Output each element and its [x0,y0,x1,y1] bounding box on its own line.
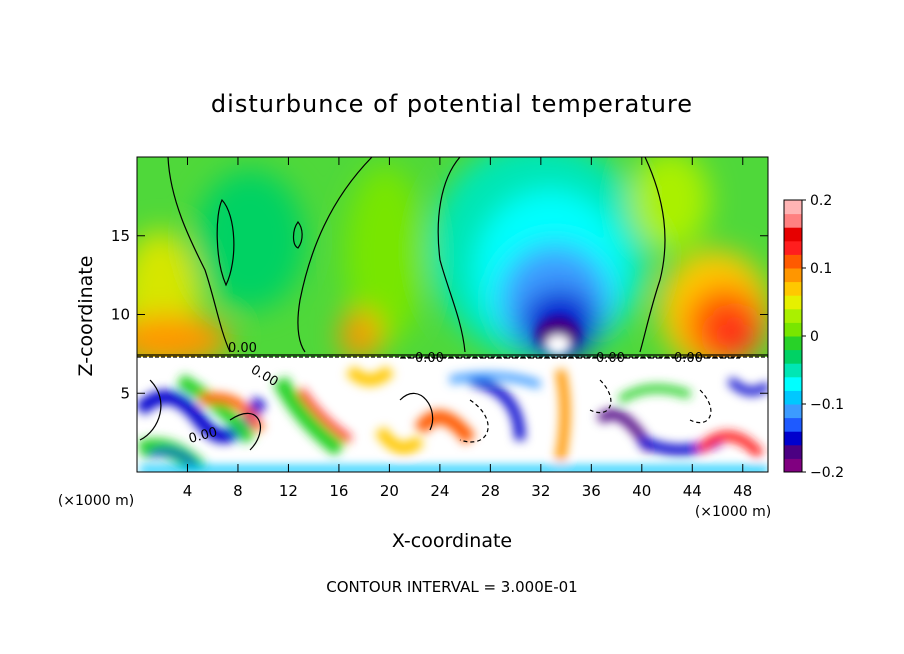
x-tick-label: 40 [632,482,651,500]
x-tick-label: 48 [733,482,752,500]
colorbar: 0.2 0.1 0 −0.1 −0.2 [783,193,844,481]
lower-structures [137,365,768,472]
colorbar-swatch [784,308,802,323]
colorbar-tick-label: 0.1 [810,261,832,277]
y-tick-label: 15 [111,227,130,245]
x-tick-label: 36 [582,482,601,500]
y-axis-label: Z-coordinate [75,256,97,377]
colorbar-swatch [784,254,802,269]
x-tick-label: 28 [481,482,500,500]
colorbar-swatch [784,268,802,283]
colorbar-swatch [784,404,802,419]
colorbar-swatch [784,431,802,446]
colorbar-swatch [784,240,802,255]
colorbar-swatch [784,295,802,310]
x-tick-label: 20 [380,482,399,500]
colorbar-tick-label: 0.2 [810,193,832,209]
colorbar-swatch [784,363,802,378]
x-tick-label: 16 [329,482,348,500]
x-tick-label: 32 [531,482,550,500]
x-tick-label: 8 [233,482,243,500]
upper-core [536,317,580,355]
contour-label: 0.00 [187,425,219,447]
y-tick-label: 10 [111,306,130,324]
contour-label: 0.00 [674,351,703,366]
colorbar-swatch [784,458,802,473]
colorbar-tick-label: 0 [810,329,819,345]
x-tick-label: 12 [279,482,298,500]
x-unit-left: (×1000 m) [58,493,134,509]
colorbar-swatch [784,281,802,296]
x-unit-right: (×1000 m) [695,504,771,520]
y-tick-label: 5 [120,384,130,402]
colorbar-swatch [784,336,802,351]
colorbar-swatch [784,376,802,391]
x-axis: 4 8 12 16 20 24 28 32 36 40 44 48 [183,157,752,500]
colorbar-swatch [784,417,802,432]
contour-interval: CONTOUR INTERVAL = 3.000E-01 [326,578,577,596]
colorbar-swatch [784,227,802,242]
colorbar-swatch [784,213,802,228]
x-tick-label: 4 [183,482,193,500]
colorbar-tick-label: −0.2 [810,465,844,481]
colorbar-swatch [784,390,802,405]
x-tick-label: 24 [430,482,449,500]
x-axis-label: X-coordinate [392,530,512,552]
contour-label: 0.00 [596,351,625,366]
colorbar-swatch [784,444,802,459]
heatmap-field: 0.00 0.00 0.00 0.00 0.00 0.00 [137,157,768,472]
colorbar-swatch [784,322,802,337]
colorbar-tick-label: −0.1 [810,397,844,413]
colorbar-swatch [784,200,802,215]
contour-lines [137,157,768,451]
y-axis: 5 10 15 [111,227,768,402]
colorbar-swatch [784,349,802,364]
chart-title: disturbunce of potential temperature [211,90,693,118]
contour-labels: 0.00 0.00 0.00 0.00 0.00 0.00 [187,341,703,447]
x-tick-label: 44 [683,482,702,500]
contour-label: 0.00 [228,341,257,356]
contour-label: 0.00 [415,351,444,366]
